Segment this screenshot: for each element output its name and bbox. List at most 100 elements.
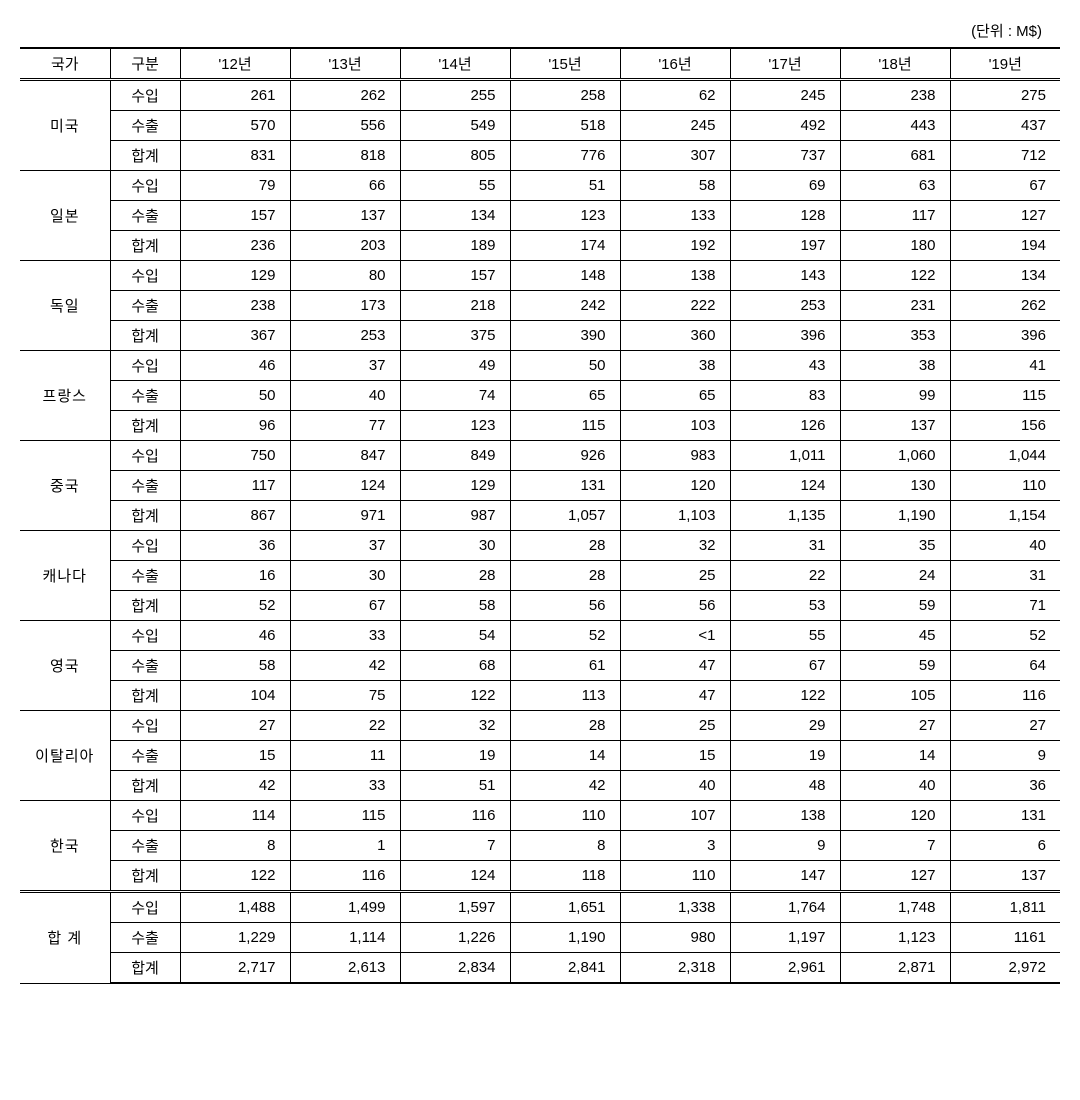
gubun-cell: 합계: [110, 953, 180, 984]
value-cell: 137: [950, 861, 1060, 892]
value-cell: 50: [180, 381, 290, 411]
value-cell: 110: [620, 861, 730, 892]
gubun-cell: 수출: [110, 291, 180, 321]
value-cell: 849: [400, 441, 510, 471]
value-cell: 79: [180, 171, 290, 201]
value-cell: 1,114: [290, 923, 400, 953]
value-cell: 143: [730, 261, 840, 291]
country-cell: 영국: [20, 621, 110, 711]
value-cell: 492: [730, 111, 840, 141]
value-cell: 47: [620, 681, 730, 711]
value-cell: 3: [620, 831, 730, 861]
value-cell: 375: [400, 321, 510, 351]
value-cell: 11: [290, 741, 400, 771]
col-header-year: '15년: [510, 48, 620, 80]
col-header-gubun: 구분: [110, 48, 180, 80]
value-cell: 75: [290, 681, 400, 711]
table-row: 합계1047512211347122105116: [20, 681, 1060, 711]
value-cell: 83: [730, 381, 840, 411]
value-cell: 805: [400, 141, 510, 171]
country-cell: 한국: [20, 801, 110, 892]
value-cell: 987: [400, 501, 510, 531]
value-cell: 14: [510, 741, 620, 771]
value-cell: 30: [400, 531, 510, 561]
value-cell: 65: [510, 381, 620, 411]
value-cell: 570: [180, 111, 290, 141]
value-cell: 19: [400, 741, 510, 771]
gubun-cell: 수입: [110, 801, 180, 831]
gubun-cell: 수출: [110, 923, 180, 953]
col-header-year: '13년: [290, 48, 400, 80]
value-cell: 262: [290, 80, 400, 111]
value-cell: 59: [840, 591, 950, 621]
value-cell: 2,834: [400, 953, 510, 984]
value-cell: 1: [290, 831, 400, 861]
table-row-total: 수출1,2291,1141,2261,1909801,1971,1231161: [20, 923, 1060, 953]
value-cell: 1,651: [510, 892, 620, 923]
value-cell: 48: [730, 771, 840, 801]
value-cell: 124: [400, 861, 510, 892]
value-cell: 847: [290, 441, 400, 471]
gubun-cell: 수입: [110, 531, 180, 561]
value-cell: 120: [620, 471, 730, 501]
value-cell: 222: [620, 291, 730, 321]
value-cell: 122: [840, 261, 950, 291]
value-cell: 134: [950, 261, 1060, 291]
table-row: 수출81783976: [20, 831, 1060, 861]
value-cell: 42: [180, 771, 290, 801]
value-cell: 437: [950, 111, 1060, 141]
value-cell: 556: [290, 111, 400, 141]
gubun-cell: 수입: [110, 621, 180, 651]
gubun-cell: 수입: [110, 441, 180, 471]
value-cell: 55: [400, 171, 510, 201]
value-cell: 53: [730, 591, 840, 621]
value-cell: 54: [400, 621, 510, 651]
table-row: 일본수입7966555158696367: [20, 171, 1060, 201]
value-cell: 129: [400, 471, 510, 501]
value-cell: 68: [400, 651, 510, 681]
value-cell: 122: [400, 681, 510, 711]
value-cell: 42: [510, 771, 620, 801]
gubun-cell: 합계: [110, 231, 180, 261]
table-row: 합계8679719871,0571,1031,1351,1901,154: [20, 501, 1060, 531]
value-cell: 71: [950, 591, 1060, 621]
value-cell: 105: [840, 681, 950, 711]
value-cell: 29: [730, 711, 840, 741]
country-cell: 미국: [20, 80, 110, 171]
value-cell: 1,154: [950, 501, 1060, 531]
value-cell: 42: [290, 651, 400, 681]
gubun-cell: 합계: [110, 321, 180, 351]
gubun-cell: 합계: [110, 501, 180, 531]
value-cell: 113: [510, 681, 620, 711]
value-cell: 2,318: [620, 953, 730, 984]
value-cell: 32: [400, 711, 510, 741]
value-cell: 518: [510, 111, 620, 141]
table-row: 합계236203189174192197180194: [20, 231, 1060, 261]
value-cell: 712: [950, 141, 1060, 171]
table-row: 합계9677123115103126137156: [20, 411, 1060, 441]
country-cell: 이탈리아: [20, 711, 110, 801]
value-cell: 1,103: [620, 501, 730, 531]
gubun-cell: 수출: [110, 831, 180, 861]
value-cell: 1,748: [840, 892, 950, 923]
value-cell: 62: [620, 80, 730, 111]
value-cell: 8: [510, 831, 620, 861]
col-header-year: '17년: [730, 48, 840, 80]
value-cell: 818: [290, 141, 400, 171]
value-cell: 45: [840, 621, 950, 651]
value-cell: 56: [620, 591, 730, 621]
value-cell: 32: [620, 531, 730, 561]
table-row: 한국수입114115116110107138120131: [20, 801, 1060, 831]
value-cell: 157: [400, 261, 510, 291]
value-cell: 396: [730, 321, 840, 351]
value-cell: 25: [620, 711, 730, 741]
value-cell: 74: [400, 381, 510, 411]
value-cell: 65: [620, 381, 730, 411]
value-cell: 99: [840, 381, 950, 411]
value-cell: 110: [950, 471, 1060, 501]
value-cell: 40: [840, 771, 950, 801]
value-cell: 28: [510, 531, 620, 561]
table-row-total: 합 계수입1,4881,4991,5971,6511,3381,7641,748…: [20, 892, 1060, 923]
value-cell: 218: [400, 291, 510, 321]
value-cell: 27: [950, 711, 1060, 741]
